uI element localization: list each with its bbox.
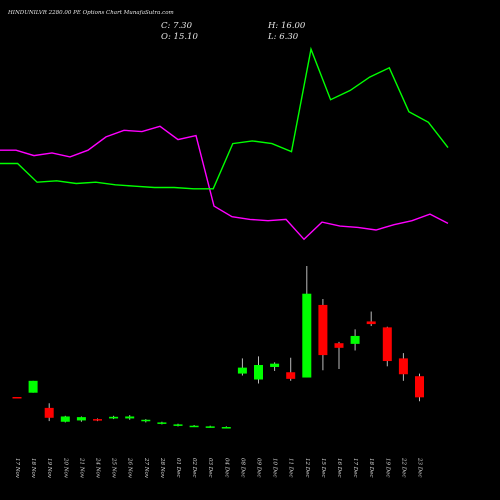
candle-19-nov [44, 403, 54, 422]
candle-body [254, 364, 263, 380]
candle-09-dec [254, 356, 263, 384]
candle-21-nov [76, 416, 86, 422]
candle-10-dec [270, 362, 280, 371]
candle-19-dec [382, 326, 392, 367]
x-tick-label: 15 Dec [320, 458, 326, 478]
candle-20-nov [60, 415, 70, 423]
candle-15-dec [318, 298, 328, 371]
candle-01-dec [173, 423, 183, 427]
x-tick-label: 09 Dec [256, 458, 262, 478]
x-tick-label: 18 Nov [30, 458, 36, 479]
indicator-line-1 [0, 125, 449, 241]
candle-03-dec [205, 425, 215, 428]
candle-18-nov [28, 380, 38, 393]
candle-body [60, 416, 70, 422]
x-tick-label: 08 Dec [239, 458, 245, 478]
candle-18-dec [366, 311, 376, 327]
candle-body [28, 380, 38, 393]
candle-08-dec [237, 358, 247, 376]
candle-16-dec [334, 341, 344, 369]
candle-body [270, 363, 280, 367]
candle-body [189, 425, 199, 428]
candle-body [141, 419, 151, 422]
x-tick-label: 22 Dec [400, 457, 406, 478]
x-tick-label: 26 Nov [127, 457, 133, 479]
candle-17-dec [350, 329, 360, 351]
candle-27-nov [141, 419, 151, 423]
candle-body [366, 321, 376, 325]
x-axis-labels: 17 Nov 18 Nov 19 Nov 20 Nov 21 Nov 24 Nov 25 N… [14, 457, 423, 479]
high-label: H: 16.00 [268, 21, 306, 31]
x-tick-label: 28 Nov [159, 457, 165, 479]
candle-02-dec [189, 425, 199, 428]
candle-28-nov [157, 421, 167, 425]
x-tick-label: 19 Nov [46, 458, 52, 479]
x-tick-label: 10 Dec [272, 458, 278, 478]
open-label: O: 15.10 [161, 32, 198, 42]
candle-body [302, 293, 312, 378]
candle-body [205, 426, 215, 428]
close-label: C: 7.30 [161, 21, 192, 31]
indicator-lines [0, 46, 449, 241]
x-tick-label: 16 Dec [336, 458, 342, 478]
candle-body [318, 304, 328, 356]
candle-body [350, 335, 360, 344]
x-tick-label: 12 Dec [304, 458, 310, 478]
x-tick-label: 23 Dec [417, 457, 423, 478]
candlesticks [12, 265, 424, 429]
candle-body [76, 417, 86, 421]
x-tick-label: 19 Dec [384, 458, 390, 478]
x-tick-label: 17 Dec [352, 458, 358, 478]
candle-body [44, 407, 54, 418]
candle-body [173, 424, 183, 426]
candle-24-nov [93, 418, 102, 422]
candle-body [109, 416, 119, 419]
candle-11-dec [286, 357, 296, 381]
candle-17-nov [12, 397, 22, 399]
indicator-line-2 [0, 46, 449, 190]
chart-title: HINDUNILVR 2280.00 PE Options Chart Muna… [8, 10, 174, 16]
x-tick-label: 11 Dec [288, 458, 294, 478]
candle-body [12, 397, 22, 399]
x-tick-label: 27 Nov [143, 457, 149, 479]
candle-body [125, 416, 135, 419]
candle-body [286, 372, 296, 379]
x-tick-label: 20 Nov [62, 457, 68, 479]
x-tick-label: 18 Dec [368, 458, 374, 478]
x-tick-label: 02 Dec [191, 458, 197, 478]
x-tick-label: 25 Nov [111, 457, 117, 479]
candle-12-dec [302, 265, 312, 378]
candle-23-dec [415, 373, 424, 402]
x-tick-label: 24 Nov [95, 457, 101, 479]
candle-26-nov [125, 415, 135, 420]
x-tick-label: 03 Dec [207, 458, 213, 478]
x-tick-label: 04 Dec [223, 458, 229, 478]
candle-body [334, 343, 344, 348]
x-tick-label: 21 Nov [78, 457, 84, 479]
candle-body [398, 358, 408, 375]
candle-25-nov [109, 415, 119, 420]
x-tick-label: 01 Dec [175, 458, 181, 478]
x-tick-label: 17 Nov [14, 458, 20, 479]
candle-22-dec [398, 353, 408, 381]
candle-body [157, 422, 167, 424]
candle-body [221, 427, 231, 429]
candle-body [237, 367, 247, 374]
candle-04-dec [221, 426, 231, 429]
candle-body [415, 376, 424, 398]
candle-body [382, 327, 392, 362]
low-label: L: 6.30 [268, 32, 299, 42]
candle-body [93, 419, 102, 421]
